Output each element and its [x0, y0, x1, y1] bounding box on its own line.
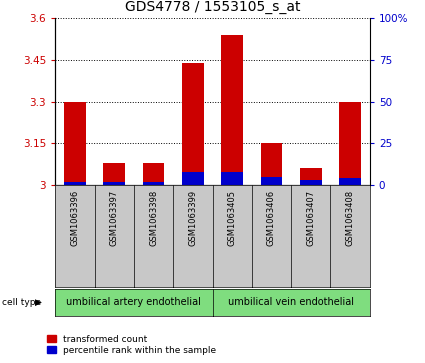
- Bar: [64, 102, 86, 185]
- Bar: [221, 35, 243, 185]
- Bar: [300, 180, 322, 185]
- Text: GSM1063405: GSM1063405: [228, 190, 237, 246]
- Text: GSM1063406: GSM1063406: [267, 190, 276, 246]
- Bar: [300, 168, 322, 185]
- Text: cell type: cell type: [2, 298, 41, 307]
- Bar: [339, 102, 361, 185]
- Title: GDS4778 / 1553105_s_at: GDS4778 / 1553105_s_at: [125, 0, 300, 15]
- Text: GSM1063398: GSM1063398: [149, 190, 158, 246]
- Text: GSM1063397: GSM1063397: [110, 190, 119, 246]
- Bar: [182, 63, 204, 185]
- Bar: [143, 163, 164, 185]
- Bar: [103, 182, 125, 185]
- Bar: [143, 182, 164, 185]
- Text: GSM1063408: GSM1063408: [346, 190, 354, 246]
- Bar: [261, 177, 282, 185]
- Text: GSM1063396: GSM1063396: [71, 190, 79, 246]
- Legend: transformed count, percentile rank within the sample: transformed count, percentile rank withi…: [47, 335, 216, 355]
- Text: umbilical artery endothelial: umbilical artery endothelial: [66, 297, 201, 307]
- Text: GSM1063399: GSM1063399: [188, 190, 197, 246]
- Bar: [261, 143, 282, 185]
- Bar: [103, 163, 125, 185]
- Text: ▶: ▶: [35, 298, 42, 307]
- Bar: [221, 172, 243, 185]
- Text: umbilical vein endothelial: umbilical vein endothelial: [228, 297, 354, 307]
- Bar: [182, 172, 204, 185]
- Bar: [64, 182, 86, 185]
- Bar: [339, 179, 361, 185]
- Text: GSM1063407: GSM1063407: [306, 190, 315, 246]
